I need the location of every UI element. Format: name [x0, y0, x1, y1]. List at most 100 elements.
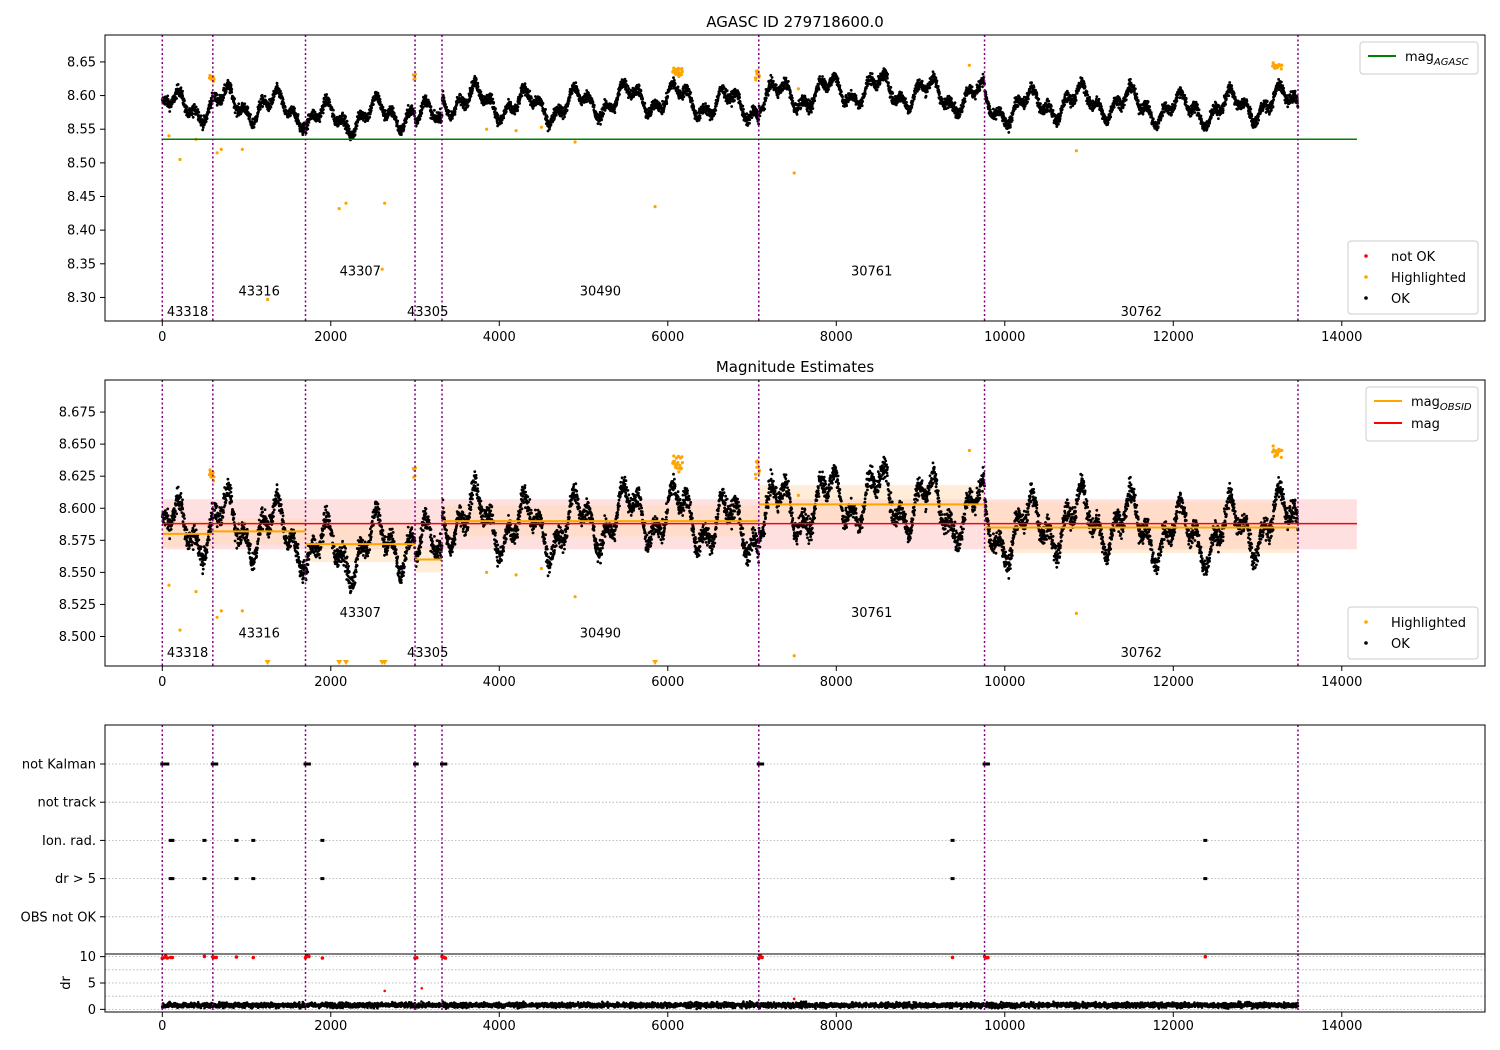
- ok-point: [230, 87, 234, 91]
- ok-point: [347, 124, 350, 128]
- ok-point: [201, 126, 205, 129]
- ok-point: [1010, 116, 1014, 120]
- ok-point: [799, 106, 803, 110]
- ok-point: [1057, 122, 1060, 126]
- ok-point: [454, 107, 458, 111]
- ok-point: [256, 115, 259, 118]
- ok-point: [730, 105, 734, 108]
- ok-point: [410, 104, 414, 108]
- ok-point: [491, 97, 495, 101]
- ok-point: [243, 102, 247, 106]
- ok-point: [784, 76, 788, 80]
- ok-point: [252, 125, 256, 129]
- ok-point: [372, 103, 375, 106]
- ok-point: [328, 100, 332, 104]
- ok-point: [787, 80, 790, 83]
- ok-point: [887, 81, 890, 85]
- ok-point: [1037, 97, 1041, 101]
- ok-point: [866, 82, 870, 86]
- ok-point: [672, 76, 675, 80]
- ok-point: [673, 78, 676, 82]
- ok-point: [774, 83, 778, 87]
- ok-point: [764, 96, 768, 100]
- ok-point: [507, 97, 510, 101]
- ok-point: [258, 107, 262, 111]
- ok-point: [849, 88, 853, 92]
- ok-point: [924, 94, 928, 98]
- ok-point: [1063, 103, 1066, 106]
- ok-point: [733, 99, 736, 102]
- ok-point: [875, 88, 879, 92]
- ok-point: [275, 81, 279, 85]
- ok-point: [469, 94, 473, 98]
- ok-point: [978, 85, 982, 89]
- ok-point: [886, 77, 889, 80]
- ok-point: [396, 119, 400, 123]
- ok-point: [815, 90, 819, 93]
- ok-point: [470, 91, 474, 95]
- ok-point: [237, 102, 241, 106]
- ok-point: [204, 120, 208, 123]
- ok-point: [576, 89, 580, 93]
- ok-point: [369, 109, 373, 112]
- ok-point: [263, 94, 267, 98]
- ok-point: [567, 102, 570, 106]
- ok-point: [354, 127, 358, 131]
- ok-point: [554, 113, 558, 117]
- ok-point: [306, 123, 310, 127]
- ok-point: [215, 93, 219, 96]
- ok-point: [221, 98, 225, 102]
- ok-point: [863, 92, 867, 96]
- ok-point: [490, 93, 494, 97]
- ok-point: [516, 109, 519, 113]
- ok-point: [513, 112, 517, 116]
- ok-point: [946, 106, 950, 110]
- ok-point: [776, 96, 780, 100]
- ok-point: [821, 75, 824, 78]
- ok-point: [420, 111, 424, 115]
- ok-point: [418, 117, 422, 121]
- ok-point: [602, 112, 605, 116]
- ok-point: [442, 96, 446, 100]
- ok-point: [725, 89, 729, 93]
- ok-point: [191, 115, 195, 119]
- ok-point: [745, 112, 749, 115]
- ok-point: [935, 79, 939, 83]
- ok-point: [1007, 131, 1011, 134]
- ok-point: [500, 121, 503, 125]
- ok-point: [376, 91, 380, 95]
- ok-point: [504, 110, 508, 114]
- ok-point: [928, 86, 932, 90]
- ok-point: [682, 95, 686, 99]
- ok-point: [175, 97, 179, 100]
- ok-point: [909, 109, 912, 113]
- ok-point: [738, 93, 741, 96]
- ok-point: [1009, 125, 1012, 129]
- ok-point: [911, 103, 914, 106]
- ok-point: [230, 90, 234, 94]
- ok-point: [681, 98, 685, 101]
- ok-point: [698, 116, 702, 120]
- ok-point: [406, 104, 410, 107]
- ok-point: [714, 104, 718, 108]
- ok-point: [191, 112, 194, 115]
- ok-point: [878, 81, 882, 85]
- ok-point: [476, 85, 480, 88]
- ok-point: [271, 101, 275, 104]
- ok-point: [1022, 107, 1026, 111]
- ok-point: [934, 76, 938, 80]
- ok-point: [188, 113, 191, 117]
- ok-point: [913, 95, 916, 98]
- ok-point: [838, 84, 842, 88]
- ok-point: [772, 79, 775, 83]
- ok-point: [272, 95, 276, 98]
- ok-point: [963, 97, 967, 101]
- ok-point: [953, 101, 957, 105]
- ok-point: [370, 106, 374, 110]
- ok-point: [704, 102, 707, 105]
- ok-point: [296, 113, 300, 116]
- ok-point: [891, 92, 894, 95]
- ok-point: [347, 127, 351, 131]
- ok-point: [659, 104, 663, 108]
